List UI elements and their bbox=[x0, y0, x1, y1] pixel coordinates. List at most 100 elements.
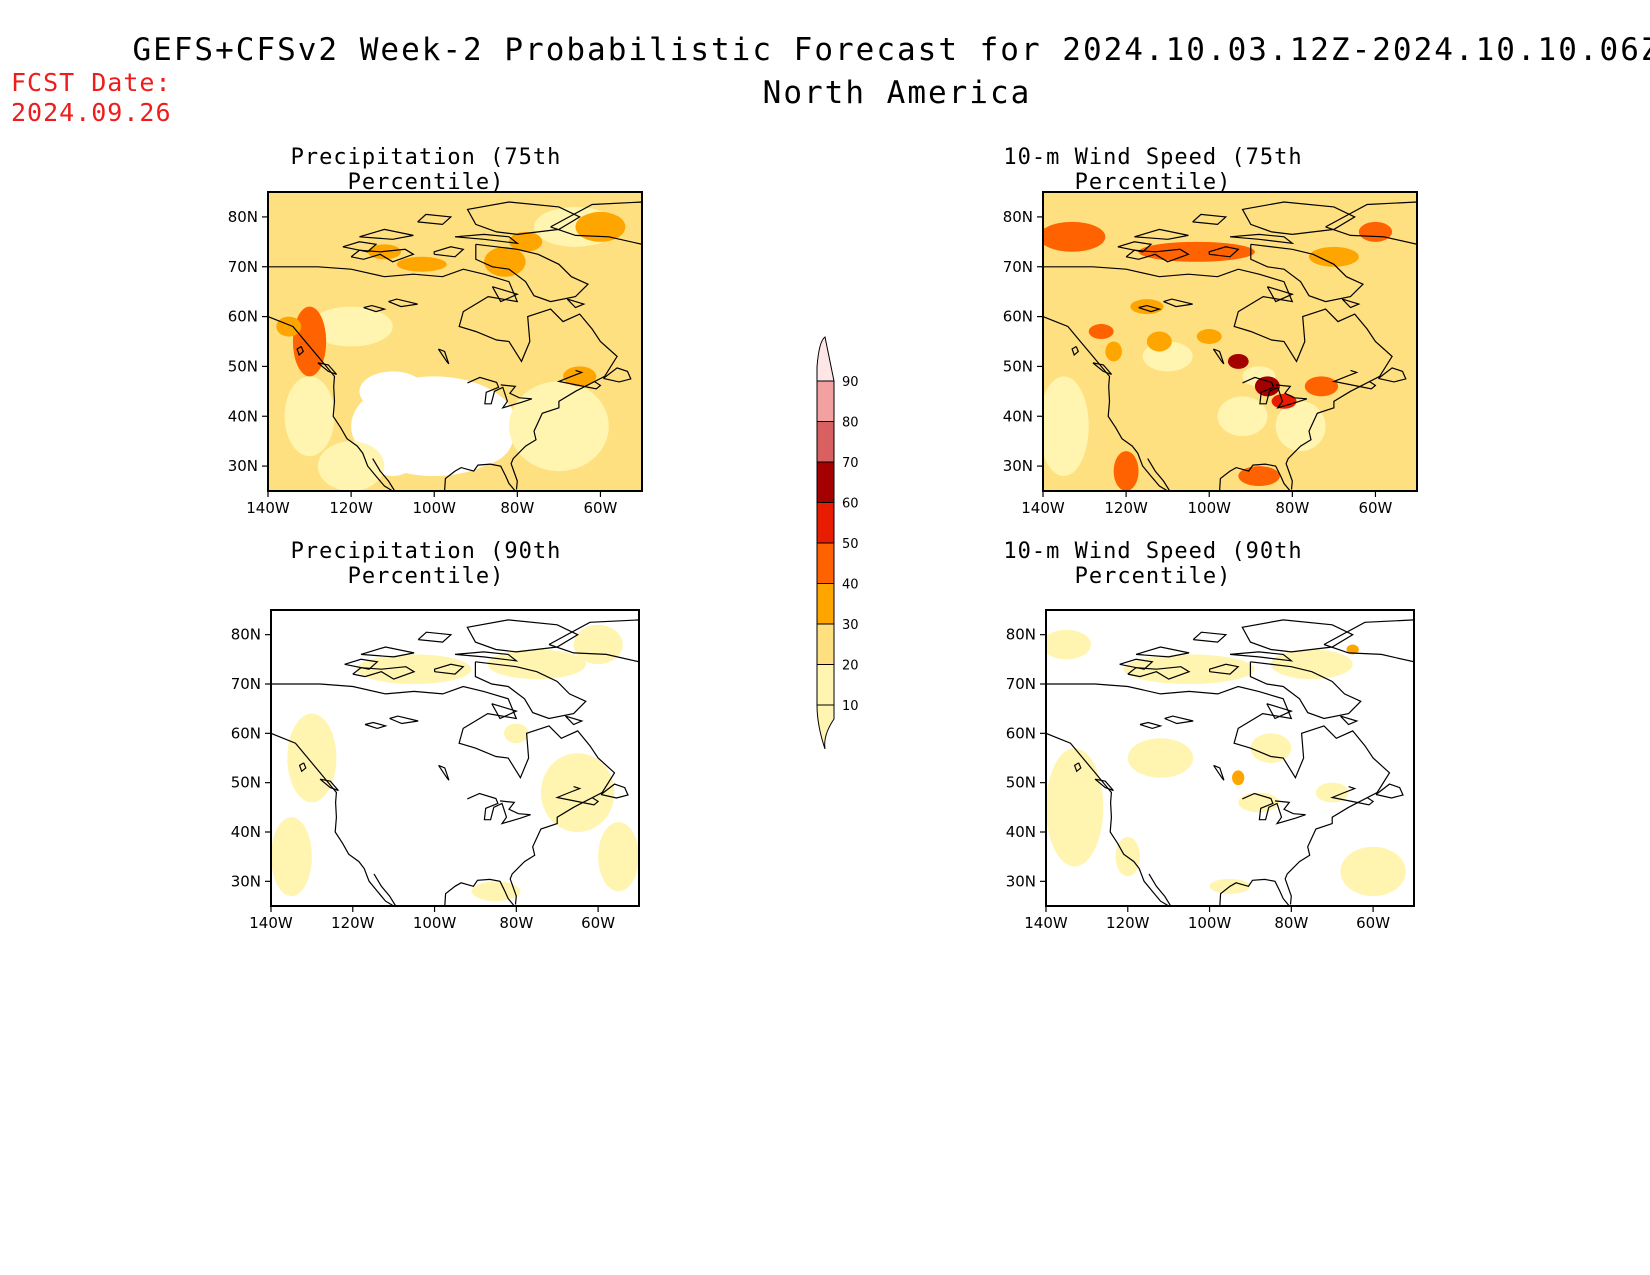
coastline bbox=[1241, 619, 1354, 653]
lon-tick-label: 140W bbox=[246, 499, 290, 517]
lon-tick-label: 80W bbox=[499, 914, 533, 932]
lon-tick-label: 100W bbox=[413, 914, 457, 932]
coastline bbox=[296, 345, 305, 357]
lat-tick-label: 80N bbox=[231, 626, 261, 644]
panel-title-precip75: Precipitation (75th Percentile) bbox=[290, 145, 562, 195]
colorbar: 10 20 30 40 50 60 70 80 90 bbox=[816, 336, 859, 750]
coastline bbox=[467, 376, 533, 409]
coastline bbox=[1331, 369, 1377, 390]
colorbar-label: 70 bbox=[842, 456, 859, 471]
coastline bbox=[1148, 873, 1172, 906]
coastline bbox=[1212, 348, 1225, 365]
lon-tick-label: 100W bbox=[1188, 914, 1232, 932]
coastline bbox=[1242, 792, 1306, 825]
coastline bbox=[603, 367, 632, 383]
probability-shading bbox=[509, 231, 543, 252]
colorbar-segment bbox=[816, 664, 835, 706]
probability-shading bbox=[563, 366, 597, 387]
lat-tick-label: 40N bbox=[228, 407, 258, 425]
coastline bbox=[1339, 715, 1359, 726]
lat-tick-label: 80N bbox=[1006, 626, 1036, 644]
lat-tick-label: 50N bbox=[1006, 774, 1036, 792]
lat-tick-label: 60N bbox=[228, 308, 258, 326]
coastline bbox=[1323, 619, 1414, 663]
lat-tick-label: 30N bbox=[231, 872, 261, 890]
lat-tick-label: 70N bbox=[1003, 258, 1033, 276]
probability-shading bbox=[575, 211, 626, 242]
lat-tick-label: 60N bbox=[1003, 308, 1033, 326]
coastline bbox=[271, 683, 616, 905]
colorbar-segment bbox=[816, 502, 835, 544]
lon-tick-label: 100W bbox=[412, 499, 456, 517]
coastline bbox=[1250, 243, 1365, 303]
coastline bbox=[1341, 298, 1361, 309]
coastline bbox=[344, 658, 379, 670]
lat-tick-label: 60N bbox=[231, 724, 261, 742]
coastline bbox=[1127, 666, 1191, 680]
lat-tick-label: 40N bbox=[231, 823, 261, 841]
coastline bbox=[1378, 367, 1407, 383]
coastline bbox=[1092, 362, 1113, 375]
lat-tick-label: 40N bbox=[1003, 407, 1033, 425]
probability-shading bbox=[1196, 329, 1222, 344]
lat-tick-label: 50N bbox=[231, 774, 261, 792]
forecast-date-value: 2024.09.26 bbox=[11, 98, 172, 127]
lon-tick-label: 100W bbox=[1187, 499, 1231, 517]
probability-shading bbox=[356, 654, 472, 684]
coastline bbox=[555, 786, 600, 806]
lon-tick-label: 80W bbox=[1274, 914, 1308, 932]
lat-tick-label: 30N bbox=[228, 457, 258, 475]
coastline bbox=[564, 715, 584, 726]
colorbar-label: 40 bbox=[842, 578, 859, 593]
colorbar-segment bbox=[816, 623, 835, 665]
probability-shading bbox=[540, 753, 615, 832]
coastline bbox=[1094, 778, 1114, 792]
probability-shading bbox=[1088, 324, 1114, 340]
coastline bbox=[1192, 631, 1228, 643]
probability-shading bbox=[359, 371, 426, 412]
probability-shading bbox=[1271, 393, 1297, 409]
lon-tick-label: 80W bbox=[1275, 499, 1309, 517]
coastline bbox=[467, 792, 531, 825]
coastline bbox=[389, 715, 419, 725]
probability-shading bbox=[1227, 353, 1249, 369]
coastline bbox=[1208, 663, 1240, 675]
coastline bbox=[548, 619, 639, 663]
map-panel-precip90: 80N 70N 60N 50N 40N 30N 140W 120W 100W 80W 60W bbox=[231, 609, 640, 932]
coastline bbox=[491, 703, 519, 720]
coastline bbox=[466, 619, 579, 653]
colorbar-segment bbox=[816, 380, 835, 422]
probability-shading bbox=[1130, 299, 1164, 315]
coastline bbox=[271, 732, 395, 906]
lon-tick-label: 60W bbox=[1358, 499, 1392, 517]
region-subtitle: North America bbox=[762, 75, 1032, 111]
coastline bbox=[1375, 783, 1404, 799]
coastline bbox=[298, 762, 307, 773]
coastline bbox=[1229, 651, 1294, 662]
colorbar-label: 20 bbox=[842, 659, 859, 674]
colorbar-label: 60 bbox=[842, 497, 859, 512]
coastline bbox=[388, 298, 418, 308]
coastline bbox=[1164, 715, 1194, 725]
coastline bbox=[474, 661, 587, 720]
probability-shading bbox=[1346, 644, 1359, 655]
lon-tick-label: 120W bbox=[331, 914, 375, 932]
coastline bbox=[1073, 762, 1082, 773]
probability-shading bbox=[309, 306, 393, 347]
probability-shading bbox=[1232, 770, 1245, 786]
coastline bbox=[454, 233, 520, 245]
probability-shading bbox=[1217, 396, 1268, 437]
map-panel-wind75: 80N 70N 60N 50N 40N 30N 140W 120W 100W 80W 60W bbox=[1003, 191, 1418, 517]
forecast-date-label: FCST Date: bbox=[11, 68, 172, 97]
probability-shading bbox=[598, 822, 639, 892]
probability-shading bbox=[1340, 846, 1406, 897]
probability-shading bbox=[1308, 246, 1359, 267]
lat-tick-label: 60N bbox=[1006, 724, 1036, 742]
lat-tick-label: 70N bbox=[231, 675, 261, 693]
lat-tick-label: 40N bbox=[1006, 823, 1036, 841]
probability-shading bbox=[396, 256, 447, 272]
lon-tick-label: 120W bbox=[329, 499, 373, 517]
colorbar-segment bbox=[816, 461, 835, 503]
probability-shading bbox=[1238, 466, 1280, 487]
coastline bbox=[454, 651, 519, 662]
